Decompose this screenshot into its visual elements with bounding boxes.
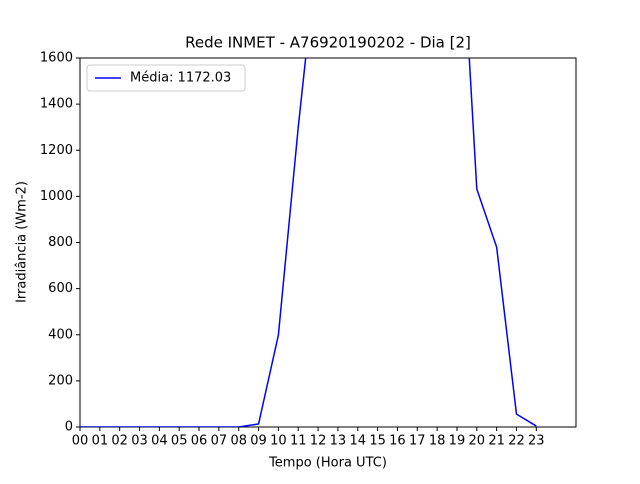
- y-tick-label: 200: [48, 373, 73, 388]
- plot-frame: [79, 57, 577, 428]
- x-tick-label: 13: [330, 434, 347, 449]
- x-tick-label: 00: [72, 434, 89, 449]
- x-tick-label: 03: [131, 434, 148, 449]
- legend-label: Média: 1172.03: [130, 71, 231, 86]
- x-tick-label: 04: [151, 434, 168, 449]
- x-tick-label: 20: [469, 434, 486, 449]
- x-tick-label: 19: [449, 434, 466, 449]
- y-tick-label: 1000: [40, 189, 73, 204]
- y-tick-label: 800: [48, 235, 73, 250]
- x-tick-label: 21: [488, 434, 505, 449]
- data-line: [80, 58, 537, 427]
- x-tick-label: 11: [290, 434, 307, 449]
- x-tick-label: 16: [389, 434, 406, 449]
- x-tick-label: 02: [111, 434, 128, 449]
- y-tick-label: 0: [65, 420, 73, 435]
- y-tick-label: 400: [48, 327, 73, 342]
- x-tick-label: 15: [369, 434, 386, 449]
- x-tick-label: 09: [250, 434, 267, 449]
- x-tick-label: 10: [270, 434, 287, 449]
- x-tick-label: 18: [429, 434, 446, 449]
- x-tick-label: 05: [171, 434, 188, 449]
- y-tick-label: 1200: [40, 143, 73, 158]
- x-tick-label: 01: [92, 434, 109, 449]
- x-tick-label: 23: [528, 434, 545, 449]
- x-tick-label: 06: [191, 434, 208, 449]
- legend-box: [86, 64, 246, 92]
- y-tick-label: 600: [48, 281, 73, 296]
- x-tick-label: 17: [409, 434, 426, 449]
- x-tick-label: 07: [211, 434, 228, 449]
- x-tick-label: 22: [508, 434, 525, 449]
- plot-area: [80, 58, 537, 427]
- x-axis-label: Tempo (Hora UTC): [268, 456, 387, 471]
- y-axis-label: Irradiância (Wm-2): [15, 181, 30, 303]
- chart-title: Rede INMET - A76920190202 - Dia [2]: [185, 34, 471, 52]
- x-tick-label: 12: [310, 434, 327, 449]
- y-tick-label: 1400: [40, 97, 73, 112]
- x-tick-label: 14: [349, 434, 366, 449]
- x-tick-label: 08: [230, 434, 247, 449]
- y-tick-label: 1600: [40, 51, 73, 66]
